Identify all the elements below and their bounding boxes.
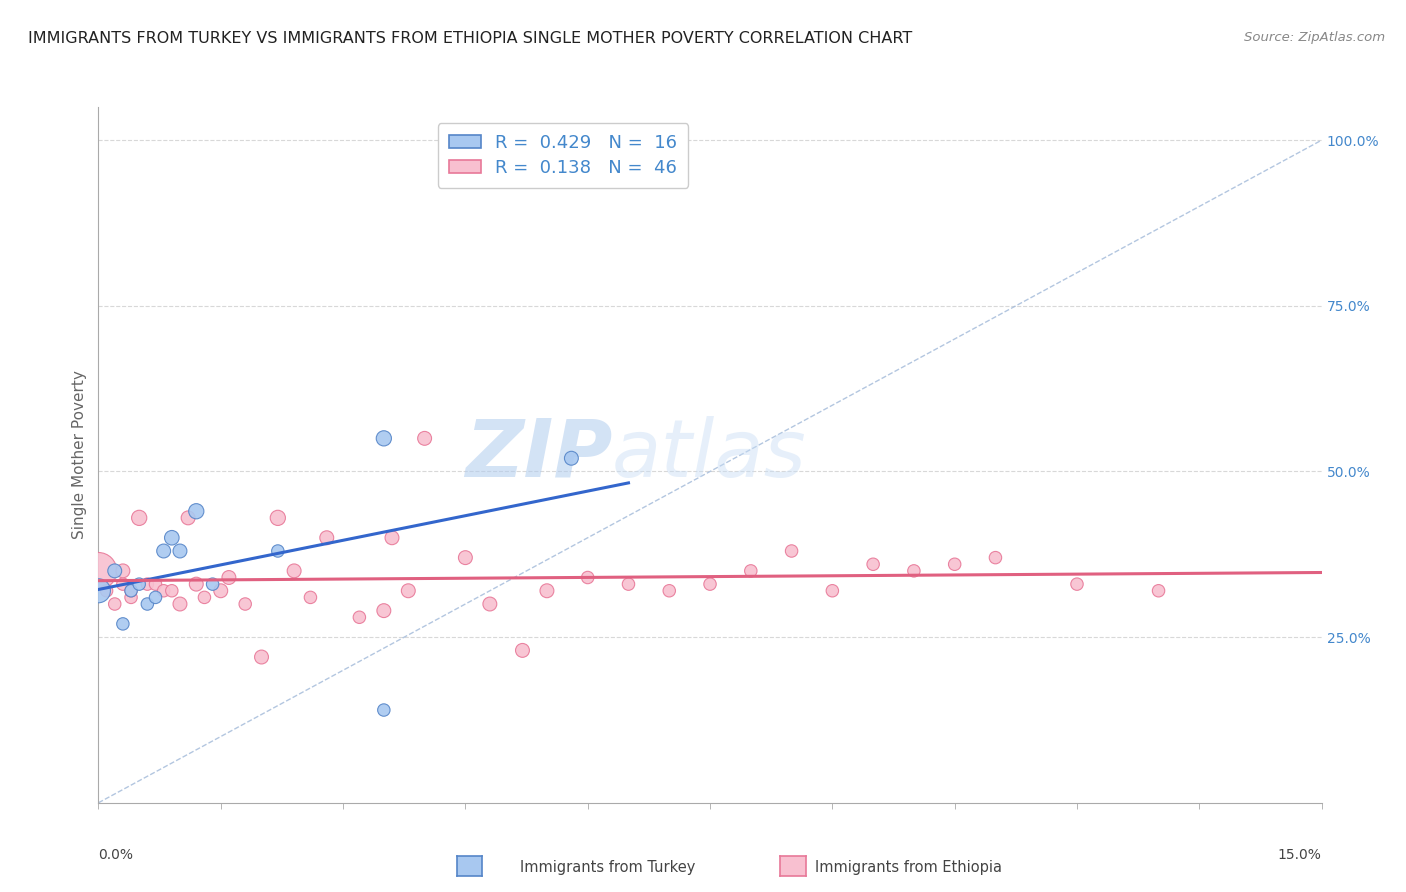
Point [315,531,337,545]
Point [193,591,215,605]
Point [373,604,395,618]
Point [201,577,224,591]
Point [96,583,118,598]
Text: ZIP: ZIP [465,416,612,494]
Point [1066,577,1088,591]
Point [111,564,134,578]
Point [145,577,167,591]
Point [186,577,208,591]
Point [169,544,191,558]
Point [821,583,844,598]
Point [658,583,681,598]
Text: IMMIGRANTS FROM TURKEY VS IMMIGRANTS FROM ETHIOPIA SINGLE MOTHER POVERTY CORRELA: IMMIGRANTS FROM TURKEY VS IMMIGRANTS FRO… [28,31,912,46]
Point [903,564,925,578]
Point [560,451,582,466]
Point [120,591,142,605]
Point [267,511,290,525]
Legend: R =  0.429   N =  16, R =  0.138   N =  46: R = 0.429 N = 16, R = 0.138 N = 46 [437,123,689,188]
Point [87,583,110,598]
Y-axis label: Single Mother Poverty: Single Mother Poverty [72,370,87,540]
Text: atlas: atlas [612,416,807,494]
Point [209,583,232,598]
Text: Immigrants from Ethiopia: Immigrants from Ethiopia [815,860,1002,874]
Point [145,591,167,605]
Point [617,577,640,591]
Point [250,650,273,665]
Point [160,531,183,545]
Point [152,583,174,598]
Point [120,583,142,598]
Point [87,564,110,578]
Text: Immigrants from Turkey: Immigrants from Turkey [520,860,696,874]
Point [984,550,1007,565]
Point [349,610,371,624]
Point [111,616,134,631]
Point [299,591,322,605]
Point [136,597,159,611]
Point [373,431,395,445]
Point [780,544,803,558]
Point [128,577,150,591]
Point [233,597,256,611]
Point [218,570,240,584]
Point [128,511,150,525]
Point [512,643,534,657]
Point [381,531,404,545]
Point [104,597,127,611]
Point [740,564,762,578]
Point [111,577,134,591]
Point [169,597,191,611]
Point [120,583,142,598]
Point [160,583,183,598]
Text: 15.0%: 15.0% [1278,848,1322,862]
Point [396,583,419,598]
Point [283,564,305,578]
Point [478,597,501,611]
Text: 0.0%: 0.0% [98,848,134,862]
Point [536,583,558,598]
Point [413,431,436,445]
Point [699,577,721,591]
Text: Source: ZipAtlas.com: Source: ZipAtlas.com [1244,31,1385,45]
Point [862,558,884,572]
Point [152,544,174,558]
Point [267,544,290,558]
Point [454,550,477,565]
Point [177,511,200,525]
Point [1147,583,1170,598]
Point [136,577,159,591]
Point [943,558,966,572]
Point [186,504,208,518]
Point [104,564,127,578]
Point [576,570,599,584]
Point [373,703,395,717]
